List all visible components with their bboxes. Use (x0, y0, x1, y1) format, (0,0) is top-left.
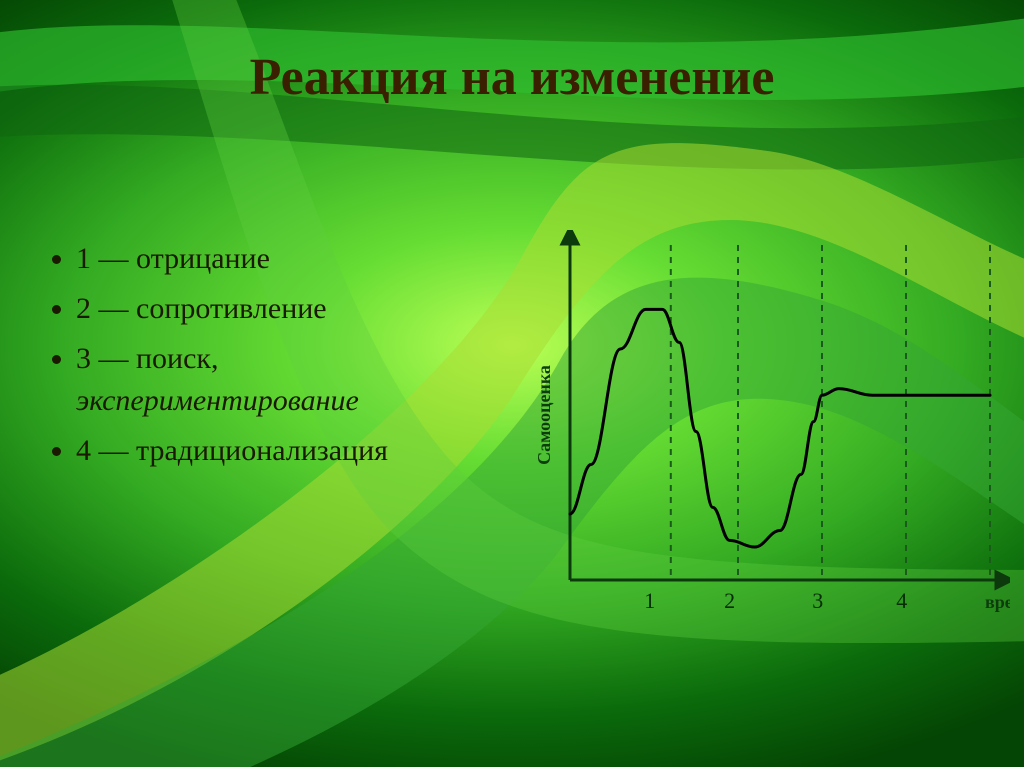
chart-x-tick-label: 1 (644, 588, 655, 613)
reaction-curve-chart: 1 2 3 4 Самооценка время (510, 230, 1010, 650)
chart-curve (570, 309, 990, 547)
slide: Реакция на изменение 1 — отрицание 2 — с… (0, 0, 1024, 767)
bullet-list: 1 — отрицание 2 — сопротивление 3 — поис… (40, 230, 470, 480)
chart-x-tick-label: 3 (812, 588, 823, 613)
bullet-text: 3 — поиск, (76, 342, 219, 375)
chart-x-tick-label: 4 (896, 588, 907, 613)
bullet-item: 2 — сопротивление (76, 288, 470, 330)
bullet-item: 3 — поиск, экспериментирование (76, 338, 470, 422)
chart-y-axis-label: Самооценка (534, 365, 554, 465)
slide-title: Реакция на изменение (0, 48, 1024, 107)
chart-x-axis-label: время (985, 592, 1010, 612)
bullet-item: 4 — традиционализация (76, 430, 470, 472)
bullet-text-italic: экспериментирование (76, 384, 359, 417)
bullet-item: 1 — отрицание (76, 238, 470, 280)
chart-x-tick-label: 2 (724, 588, 735, 613)
